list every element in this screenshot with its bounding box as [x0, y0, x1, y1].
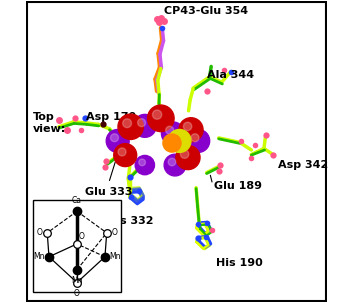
Circle shape: [106, 129, 129, 152]
Text: Ala 344: Ala 344: [207, 70, 254, 80]
Circle shape: [168, 158, 176, 166]
Text: Asp 170: Asp 170: [86, 112, 136, 122]
Text: Glu 189: Glu 189: [214, 181, 262, 191]
Circle shape: [168, 129, 191, 152]
Circle shape: [179, 118, 203, 142]
Circle shape: [138, 119, 146, 127]
Circle shape: [176, 145, 200, 170]
Text: Top
view:: Top view:: [33, 112, 66, 134]
Circle shape: [118, 148, 126, 156]
Circle shape: [114, 144, 137, 167]
Text: O: O: [78, 232, 84, 241]
Text: Mn: Mn: [34, 252, 45, 261]
Circle shape: [164, 154, 186, 176]
Circle shape: [123, 119, 132, 128]
Circle shape: [148, 105, 174, 132]
Circle shape: [139, 159, 145, 166]
FancyBboxPatch shape: [27, 2, 326, 301]
Circle shape: [183, 122, 192, 131]
Text: O: O: [74, 288, 80, 298]
Text: His 332: His 332: [107, 216, 154, 226]
Text: Glu 333: Glu 333: [84, 187, 132, 197]
Text: Asp 342: Asp 342: [277, 160, 328, 170]
Circle shape: [191, 134, 199, 142]
Circle shape: [118, 114, 143, 139]
Text: Mn: Mn: [71, 276, 83, 285]
Circle shape: [161, 122, 184, 145]
Text: His 190: His 190: [216, 258, 263, 268]
Text: O: O: [111, 228, 117, 237]
Text: O: O: [37, 228, 43, 237]
Circle shape: [133, 115, 156, 137]
Text: Mn: Mn: [109, 252, 120, 261]
Circle shape: [163, 134, 181, 152]
Circle shape: [110, 134, 119, 142]
Text: Side
view:: Side view:: [33, 257, 66, 278]
FancyBboxPatch shape: [33, 200, 121, 292]
Circle shape: [180, 150, 189, 158]
Text: CP43-Glu 354: CP43-Glu 354: [164, 6, 249, 16]
Circle shape: [187, 129, 210, 152]
Circle shape: [152, 110, 162, 119]
Circle shape: [166, 126, 174, 134]
Text: Ca: Ca: [72, 196, 82, 205]
Circle shape: [135, 155, 155, 175]
